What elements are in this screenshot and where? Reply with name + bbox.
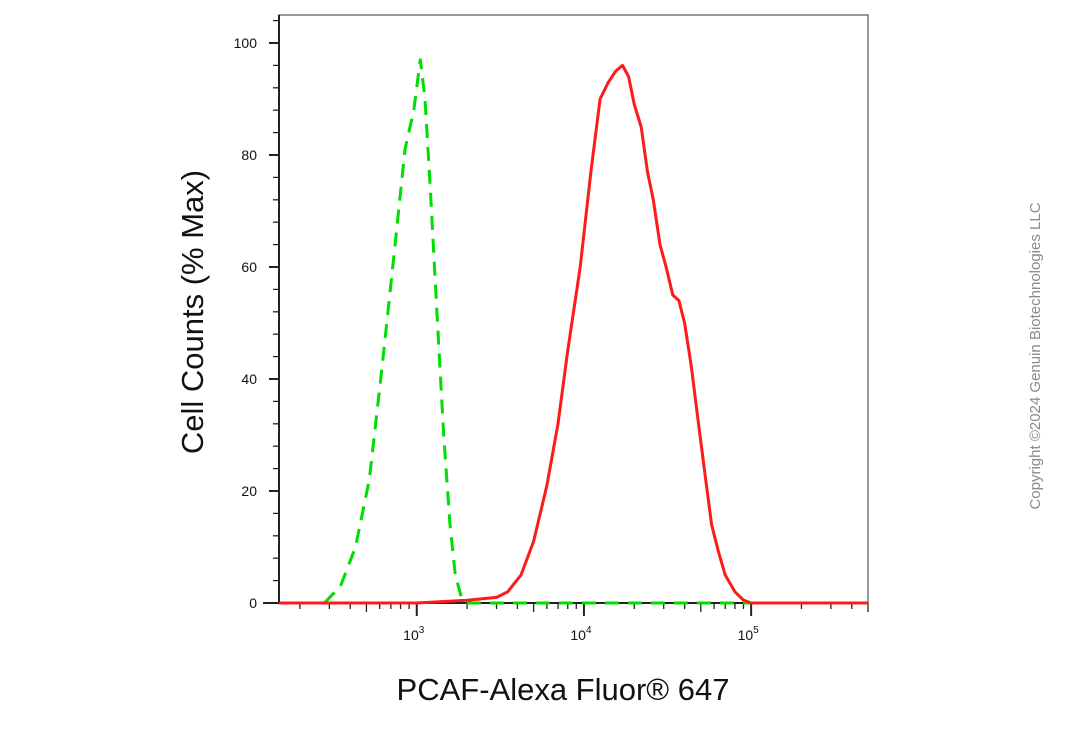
x-tick-label: 103 <box>403 625 425 643</box>
x-ticks: 103 104 105 <box>299 603 869 643</box>
y-axis-title: Cell Counts (% Max) <box>175 170 210 454</box>
y-tick-label: 80 <box>241 147 257 163</box>
control-series-line <box>279 58 868 605</box>
y-ticks: 0 20 40 60 80 100 <box>234 19 279 611</box>
y-tick-label: 100 <box>234 35 258 51</box>
series-layer <box>279 58 868 605</box>
plot-area <box>263 14 869 604</box>
y-tick-label: 20 <box>241 483 257 499</box>
y-tick-label: 60 <box>241 259 257 275</box>
x-tick-label: 105 <box>738 625 760 643</box>
x-axis-title: PCAF-Alexa Fluor® 647 <box>397 672 730 707</box>
copyright-watermark: Copyright ©2024 Genuin Biotechnologies L… <box>1027 202 1044 509</box>
pcaf-series-line <box>279 63 868 605</box>
y-tick-label: 40 <box>241 371 257 387</box>
x-tick-label: 104 <box>570 625 592 643</box>
y-tick-label: 0 <box>249 595 257 611</box>
